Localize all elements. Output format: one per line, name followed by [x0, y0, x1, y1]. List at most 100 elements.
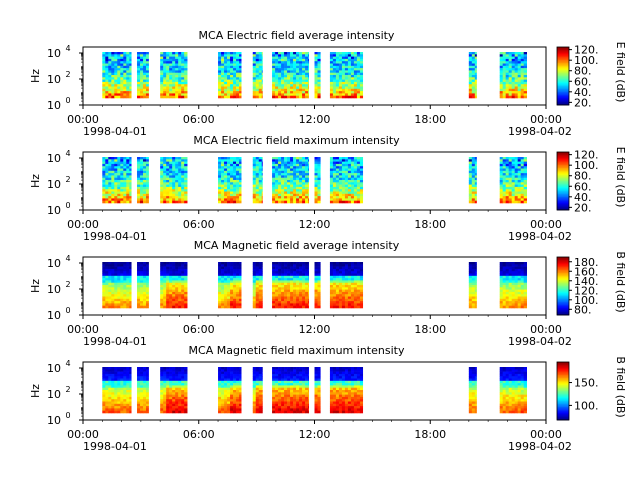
spectrogram-cell	[299, 54, 303, 57]
spectrogram-cell	[353, 180, 358, 183]
spectrogram-cell	[114, 378, 118, 382]
spectrogram-cell	[287, 163, 291, 167]
spectrogram-cell	[160, 61, 164, 64]
spectrogram-data	[102, 262, 527, 309]
spectrogram-cell	[252, 56, 257, 60]
spectrogram-cell	[184, 196, 188, 199]
spectrogram-cell	[517, 79, 521, 83]
spectrogram-cell	[258, 72, 263, 76]
spectrogram-cell	[108, 86, 112, 90]
spectrogram-cell	[140, 198, 144, 201]
spectrogram-cell	[359, 271, 364, 274]
spectrogram-cell	[347, 289, 352, 293]
spectrogram-cell	[166, 264, 170, 267]
spectrogram-cell	[338, 305, 343, 309]
spectrogram-cell	[105, 275, 109, 279]
spectrogram-cell	[499, 79, 503, 83]
spectrogram-cell	[347, 93, 352, 96]
spectrogram-cell	[511, 280, 515, 283]
spectrogram-cell	[123, 273, 127, 277]
spectrogram-cell	[299, 303, 303, 306]
spectrogram-cell	[252, 278, 257, 281]
spectrogram-cell	[499, 196, 503, 199]
spectrogram-cell	[272, 186, 276, 190]
spectrogram-cell	[499, 285, 503, 288]
spectrogram-cell	[137, 196, 141, 199]
spectrogram-cell	[278, 52, 282, 55]
spectrogram-cell	[117, 63, 121, 67]
spectrogram-cell	[160, 93, 164, 96]
spectrogram-cell	[359, 198, 364, 201]
spectrogram-cell	[275, 65, 279, 69]
spectrogram-cell	[114, 61, 118, 64]
spectrogram-cell	[344, 280, 349, 283]
spectrogram-cell	[126, 278, 130, 281]
spectrogram-cell	[523, 275, 527, 279]
spectrogram-cell	[255, 273, 260, 277]
x-start-date: 1998-04-01	[83, 125, 147, 138]
spectrogram-cell	[108, 93, 112, 96]
colorbar-swatch	[557, 196, 569, 199]
spectrogram-cell	[275, 200, 279, 204]
spectrogram-cell	[511, 70, 515, 73]
spectrogram-cell	[308, 273, 310, 277]
spectrogram-cell	[258, 61, 263, 64]
spectrogram-cell	[233, 86, 237, 90]
spectrogram-cell	[305, 278, 309, 281]
spectrogram-cell	[169, 182, 173, 185]
spectrogram-cell	[272, 58, 276, 62]
spectrogram-cell	[299, 65, 303, 69]
spectrogram-cell	[160, 86, 164, 90]
spectrogram-cell	[353, 282, 358, 286]
spectrogram-cell	[102, 289, 106, 293]
spectrogram-cell	[471, 58, 476, 62]
spectrogram-cell	[284, 193, 288, 197]
spectrogram-cell	[172, 186, 176, 190]
spectrogram-cell	[261, 280, 263, 283]
spectrogram-cell	[305, 79, 309, 83]
spectrogram-cell	[302, 262, 306, 265]
spectrogram-cell	[359, 191, 364, 195]
spectrogram-cell	[230, 186, 234, 190]
spectrogram-cell	[293, 193, 297, 197]
spectrogram-cell	[184, 285, 188, 288]
spectrogram-cell	[347, 52, 352, 55]
spectrogram-cell	[508, 72, 512, 76]
spectrogram-cell	[329, 189, 334, 192]
spectrogram-cell	[111, 373, 115, 377]
spectrogram-cell	[137, 373, 141, 377]
spectrogram-cell	[296, 95, 300, 99]
spectrogram-cell	[137, 180, 141, 183]
spectrogram-cell	[255, 196, 260, 199]
spectrogram-cell	[287, 266, 291, 270]
spectrogram-cell	[261, 186, 263, 190]
spectrogram-cell	[508, 79, 512, 83]
spectrogram-cell	[178, 287, 182, 290]
colorbar-tick-label: 60.	[574, 75, 592, 88]
spectrogram-cell	[181, 58, 185, 62]
spectrogram-cell	[308, 63, 310, 67]
spectrogram-cell	[275, 54, 279, 57]
spectrogram-cell	[143, 186, 147, 190]
spectrogram-cell	[146, 168, 149, 172]
spectrogram-cell	[111, 291, 115, 295]
spectrogram-cell	[287, 189, 291, 192]
spectrogram-cell	[114, 298, 118, 302]
spectrogram-cell	[172, 264, 176, 267]
spectrogram-cell	[359, 170, 364, 174]
spectrogram-cell	[308, 173, 310, 176]
colorbar-swatch	[557, 94, 569, 97]
spectrogram-cell	[317, 86, 321, 90]
spectrogram-cell	[123, 88, 127, 92]
spectrogram-cell	[338, 81, 343, 85]
spectrogram-cell	[520, 84, 524, 87]
spectrogram-cell	[126, 380, 130, 384]
spectrogram-cell	[302, 180, 306, 183]
spectrogram-cell	[239, 294, 242, 297]
spectrogram-cell	[468, 305, 473, 309]
spectrogram-cell	[275, 184, 279, 188]
colorbar-tick-label: 60.	[574, 180, 592, 193]
spectrogram-cell	[146, 61, 149, 64]
spectrogram-cell	[181, 200, 185, 204]
spectrogram-cell	[275, 303, 279, 306]
